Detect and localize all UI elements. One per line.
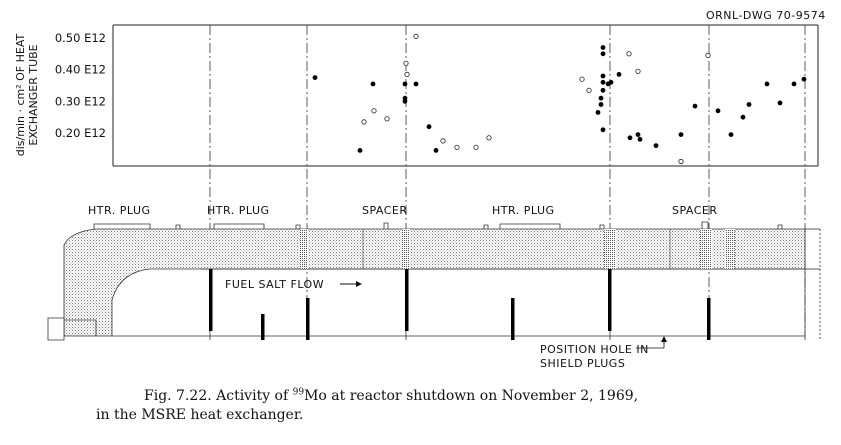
data-point-filled [746, 102, 752, 107]
data-point-filled [801, 76, 807, 82]
y-axis-label-line1: dis/min · cm² OF HEAT [14, 33, 27, 156]
data-point-filled [608, 79, 614, 85]
data-point-filled [616, 72, 622, 77]
data-point-open [626, 51, 632, 57]
label-htr-plug-1: HTR. PLUG [88, 204, 151, 217]
data-point-filled [715, 108, 721, 114]
data-point-open [404, 71, 410, 78]
data-point-filled [598, 102, 604, 107]
data-point-filled [600, 51, 606, 57]
data-point-filled [637, 136, 643, 142]
position-hole-annotation: POSITION HOLE IN SHIELD PLUGS [540, 336, 667, 370]
component-labels: HTR. PLUG HTR. PLUG SPACER HTR. PLUG SPA… [88, 204, 718, 217]
data-point-filled [600, 127, 606, 133]
heat-exchanger-drawing [47, 221, 821, 341]
data-point-filled [357, 148, 363, 153]
data-point-filled [600, 45, 606, 50]
data-point-open [413, 33, 419, 40]
data-point-filled [653, 143, 659, 149]
data-point-filled [764, 81, 770, 87]
flow-arrow-icon [356, 281, 362, 287]
fuel-salt-flow-annotation: FUEL SALT FLOW [225, 278, 362, 291]
position-hole-label-line1: POSITION HOLE IN [540, 343, 649, 356]
data-point-filled [598, 95, 604, 101]
y-axis-ticks: 0.50 E12 0.40 E12 0.30 E12 0.20 E12 [55, 31, 106, 140]
y-tick-label: 0.20 E12 [55, 126, 106, 140]
data-point-filled [402, 81, 408, 87]
data-point-filled [627, 135, 633, 141]
data-point-open [579, 76, 585, 82]
data-point-filled [600, 73, 606, 79]
data-point-filled [728, 132, 734, 138]
data-point-filled [426, 124, 432, 130]
data-point-filled [791, 81, 797, 87]
label-htr-plug-2: HTR. PLUG [207, 204, 270, 217]
data-point-open [403, 60, 409, 66]
y-tick-label: 0.50 E12 [55, 31, 106, 45]
data-point-filled [740, 114, 746, 120]
label-spacer-2: SPACER [672, 204, 718, 217]
data-point-filled [678, 132, 684, 138]
data-point-open [473, 144, 479, 150]
data-point-open [361, 119, 367, 125]
data-point-open [454, 144, 460, 150]
figure-caption: Fig. 7.22. Activity of 99Mo at reactor s… [96, 387, 816, 425]
shield-plug-markers [209, 269, 711, 340]
data-point-filled [413, 81, 419, 87]
data-point-filled [370, 81, 376, 87]
data-point-open [371, 108, 377, 114]
data-point-open [678, 158, 684, 165]
data-points [312, 33, 807, 165]
data-point-open [486, 135, 492, 141]
data-point-open [635, 68, 641, 74]
drawing-number: ORNL-DWG 70-9574 [706, 9, 826, 22]
isotope-mass-number: 99 [292, 387, 305, 398]
data-point-filled [402, 98, 408, 104]
reference-lines [209, 25, 806, 340]
data-point-filled [600, 79, 606, 85]
caption-line1: Fig. 7.22. Activity of 99Mo at reactor s… [144, 387, 639, 404]
data-point-open [440, 138, 446, 144]
data-point-filled [635, 132, 641, 138]
data-point-open [705, 52, 711, 59]
position-hole-label-line2: SHIELD PLUGS [540, 357, 625, 370]
data-point-filled [595, 110, 601, 115]
data-point-open [384, 116, 390, 122]
data-point-filled [777, 100, 783, 106]
data-point-filled [600, 87, 606, 93]
data-point-open [586, 87, 592, 93]
y-tick-label: 0.30 E12 [55, 94, 106, 108]
label-htr-plug-3: HTR. PLUG [492, 204, 555, 217]
y-tick-label: 0.40 E12 [55, 63, 106, 77]
y-axis-label: dis/min · cm² OF HEAT EXCHANGER TUBE [14, 33, 40, 156]
caption-line2: in the MSRE heat exchanger. [96, 407, 304, 423]
plot-area [112, 24, 819, 167]
data-point-filled [433, 148, 439, 153]
data-point-filled [312, 75, 318, 80]
up-arrow-icon [661, 336, 667, 342]
data-point-filled [692, 103, 698, 109]
y-axis-label-line2: EXCHANGER TUBE [27, 44, 40, 145]
fuel-salt-flow-label: FUEL SALT FLOW [225, 278, 324, 291]
label-spacer-1: SPACER [362, 204, 408, 217]
